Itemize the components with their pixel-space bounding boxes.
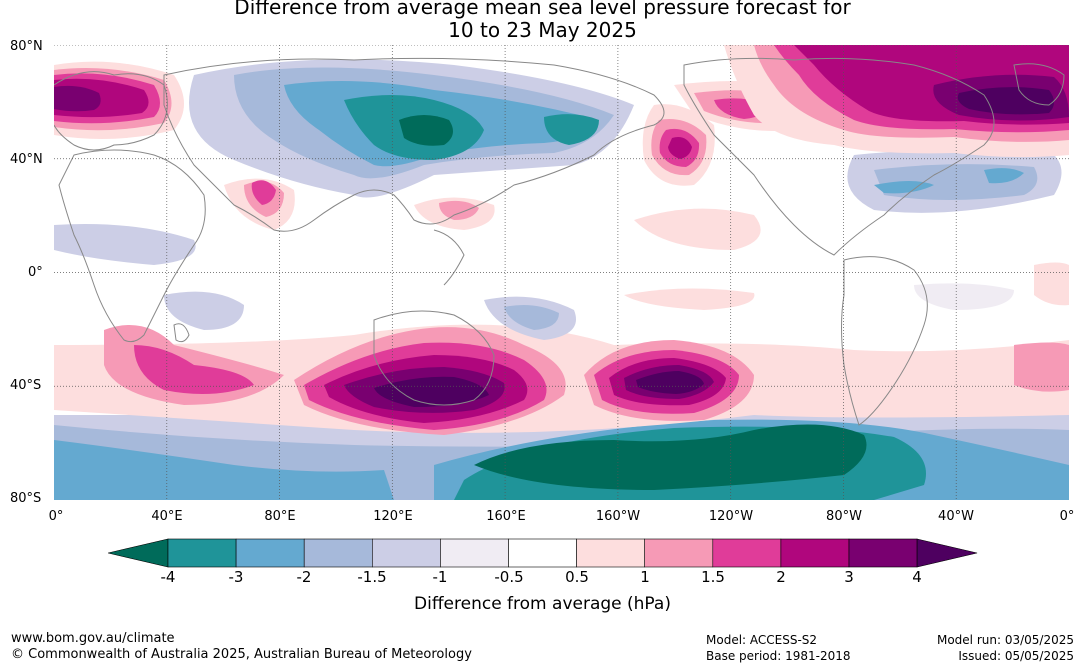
footer-model-run: Model run: 03/05/2025	[936, 633, 1074, 647]
lon-label-40e: 40°E	[151, 509, 183, 524]
title-line-2: 10 to 23 May 2025	[448, 18, 637, 42]
colorbar-tick-label: 1.5	[701, 568, 725, 586]
lon-label-80e: 80°E	[264, 509, 296, 524]
lon-label-120w: 120°W	[708, 509, 754, 524]
colorbar-segment	[848, 538, 918, 568]
colorbar-tick-label: -3	[228, 568, 244, 586]
footer-base-period: Base period: 1981-2018	[706, 649, 851, 663]
colorbar-segment	[780, 538, 850, 568]
lat-label-80s: 80°S	[10, 491, 42, 506]
colorbar-tick-label: -2	[296, 568, 312, 586]
lon-label-160e: 160°E	[486, 509, 526, 524]
colorbar-tick-label: -0.5	[494, 568, 524, 586]
colorbar-tick-label: 4	[912, 568, 922, 586]
colorbar-segment	[440, 538, 509, 568]
map-svg	[54, 45, 1069, 500]
colorbar-extend-low	[108, 538, 169, 568]
footer-model: Model: ACCESS-S2	[706, 633, 818, 647]
colorbar-segment	[712, 538, 782, 568]
colorbar-tick-label: 2	[776, 568, 786, 586]
colorbar-segment	[167, 538, 237, 568]
colorbar	[108, 538, 978, 568]
colorbar-tick-label: -4	[160, 568, 176, 586]
footer-issued: Issued: 05/05/2025	[958, 649, 1074, 663]
map-gridlines	[54, 45, 1069, 500]
footer-copyright: © Commonwealth of Australia 2025, Austra…	[11, 647, 472, 662]
colorbar-segment	[303, 538, 373, 568]
colorbar-segment	[576, 538, 646, 568]
title-line-1: Difference from average mean sea level p…	[234, 0, 851, 19]
lon-label-80w: 80°W	[826, 509, 862, 524]
colorbar-extend-high	[916, 538, 978, 568]
colorbar-tick-label: 1	[640, 568, 650, 586]
lat-label-40s: 40°S	[10, 378, 42, 393]
lat-label-equator: 0°	[28, 265, 43, 280]
southern-midlatitude-positive-band	[54, 324, 1069, 435]
lon-label-160w: 160°W	[595, 509, 641, 524]
footer-website: www.bom.gov.au/climate	[11, 631, 175, 646]
lat-label-40n: 40°N	[10, 152, 43, 167]
colorbar-segment	[235, 538, 305, 568]
colorbar-tick-label: -1.5	[357, 568, 387, 586]
chart-title: Difference from average mean sea level p…	[0, 0, 1085, 42]
colorbar-tick-label: -1	[432, 568, 448, 586]
colorbar-tick-label: 0.5	[565, 568, 589, 586]
lon-label-40w: 40°W	[938, 509, 974, 524]
lat-label-80n: 80°N	[10, 39, 43, 54]
colorbar-segment	[508, 538, 577, 568]
pressure-anomaly-map	[54, 45, 1069, 500]
colorbar-segment	[371, 538, 441, 568]
lon-label-120e: 120°E	[373, 509, 413, 524]
coastline-outlines	[54, 57, 1065, 426]
northern-negative-anomalies	[54, 59, 1062, 340]
colorbar-label: Difference from average (hPa)	[414, 594, 671, 614]
colorbar-tick-label: 3	[844, 568, 854, 586]
northern-positive-anomalies	[54, 45, 1069, 310]
colorbar-segment	[644, 538, 714, 568]
lon-label-0-left: 0°	[48, 509, 64, 524]
southern-ocean-negative-band	[54, 415, 1069, 500]
lon-label-0-right: 0°	[1059, 509, 1075, 524]
